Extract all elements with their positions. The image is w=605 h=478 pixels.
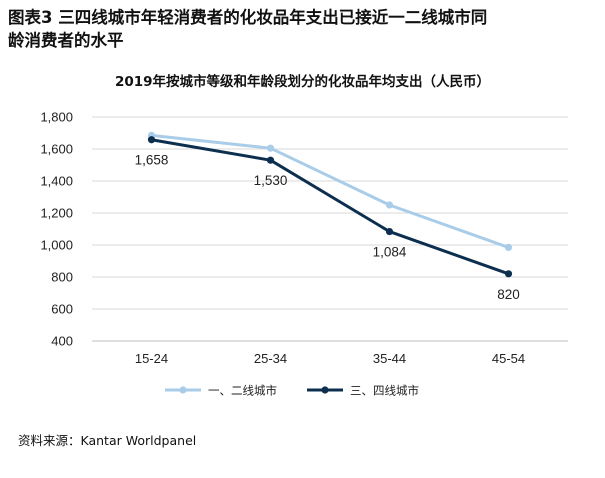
data-point	[266, 144, 275, 152]
x-axis-ticks: 15-24 25-34 35-44 45-54	[135, 351, 525, 366]
y-tick-label: 1,200	[40, 206, 73, 221]
legend: 一、二线城市 三、四线城市	[165, 384, 419, 398]
data-point	[504, 270, 513, 278]
y-tick-label: 1,400	[40, 174, 73, 189]
source-note: 资料来源：Kantar Worldpanel	[18, 433, 197, 448]
y-tick-label: 1,600	[40, 142, 73, 157]
legend-label: 一、二线城市	[208, 384, 277, 398]
y-tick-label: 400	[51, 334, 73, 349]
y-tick-label: 1,800	[40, 110, 73, 125]
data-point	[385, 201, 394, 209]
data-labels: 1,658 1,530 1,084 820	[135, 153, 520, 302]
y-axis-ticks: 1,800 1,600 1,400 1,200 1,000 800 600 400	[40, 110, 73, 349]
data-label: 1,530	[254, 173, 288, 188]
figure-title: 图表3 三四线城市年轻消费者的化妆品年支出已接近一二线城市同 龄消费者的水平	[8, 6, 598, 52]
x-tick-label: 25-34	[254, 351, 287, 366]
figure-title-line2: 龄消费者的水平	[8, 31, 124, 50]
legend-label: 三、四线城市	[350, 384, 419, 398]
x-tick-label: 45-54	[492, 351, 525, 366]
legend-marker	[179, 386, 187, 394]
gridlines	[92, 116, 568, 342]
y-tick-label: 600	[51, 302, 73, 317]
x-tick-label: 35-44	[373, 351, 406, 366]
y-tick-label: 800	[51, 270, 73, 285]
data-label: 1,084	[373, 245, 407, 260]
series-line-2	[151, 138, 510, 276]
data-label: 820	[497, 287, 520, 302]
y-tick-label: 1,000	[40, 238, 73, 253]
x-tick-label: 15-24	[135, 351, 168, 366]
figure-title-line1: 图表3 三四线城市年轻消费者的化妆品年支出已接近一二线城市同	[8, 8, 488, 27]
data-label: 1,658	[135, 153, 169, 168]
data-point	[385, 227, 394, 236]
data-point	[266, 156, 275, 164]
series-points	[147, 131, 513, 278]
series-line-1	[151, 133, 510, 249]
legend-marker	[321, 386, 329, 394]
series-lines	[151, 133, 510, 276]
chart-title: 2019年按城市等级和年龄段划分的化妆品年均支出（人民币）	[114, 74, 491, 90]
data-point	[504, 243, 513, 251]
data-point	[147, 136, 156, 144]
